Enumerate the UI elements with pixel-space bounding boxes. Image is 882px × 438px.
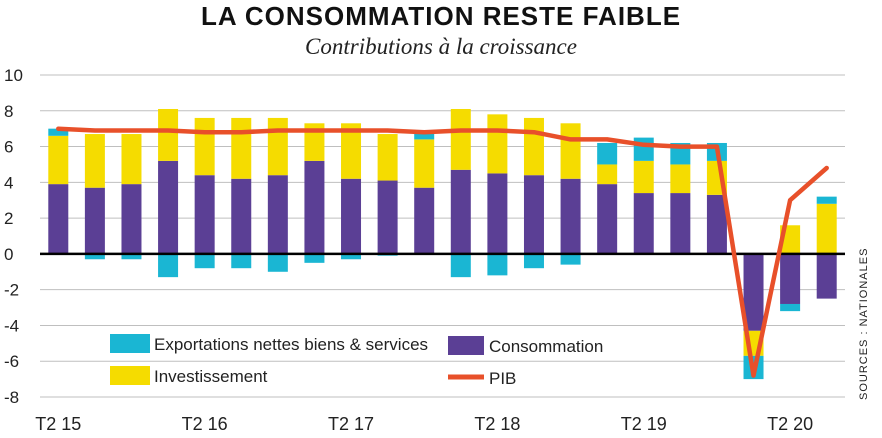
legend-swatch-investment — [110, 366, 150, 385]
legend-swatch-exports — [110, 334, 150, 353]
bar-exports — [560, 253, 581, 265]
bar-consumption — [487, 173, 508, 254]
bar-exports — [633, 137, 654, 161]
bar-exports — [341, 253, 362, 260]
bar-investment — [414, 139, 435, 188]
bars — [48, 108, 837, 380]
bar-investment — [121, 134, 142, 185]
legend-label-gdp: PIB — [489, 369, 516, 388]
bar-exports — [84, 253, 105, 260]
y-tick-label: -2 — [4, 281, 19, 300]
gdp-series-line — [56, 126, 829, 378]
bar-exports — [231, 253, 252, 269]
bar-exports — [48, 128, 69, 136]
bar-investment — [267, 117, 288, 176]
bar-consumption — [231, 178, 252, 254]
bar-exports — [487, 253, 508, 276]
bar-consumption — [450, 169, 471, 254]
y-tick-label: 8 — [4, 102, 13, 121]
bar-exports — [450, 253, 471, 278]
legend-label-exports: Exportations nettes biens & services — [154, 335, 428, 354]
bar-exports — [780, 303, 801, 312]
legend-label-investment: Investissement — [154, 367, 268, 386]
bar-exports — [121, 253, 142, 260]
bar-consumption — [341, 178, 362, 254]
x-axis: T2 15 T2 16 T2 17 T2 18 T2 19 T2 20 — [35, 414, 813, 434]
y-tick-label: 6 — [4, 138, 13, 157]
bar-investment — [377, 134, 398, 181]
y-tick-label: 4 — [4, 173, 13, 192]
bar-exports — [414, 130, 435, 140]
bar-consumption — [560, 178, 581, 254]
gdp-line — [56, 126, 829, 378]
bar-investment — [158, 108, 179, 161]
bar-exports — [597, 142, 618, 165]
y-tick-label: 0 — [4, 245, 13, 264]
bar-investment — [633, 160, 654, 194]
bar-exports — [194, 253, 215, 269]
x-tick-label: T2 19 — [621, 414, 667, 434]
bar-investment — [341, 123, 362, 179]
legend-label-consumption: Consommation — [489, 337, 603, 356]
x-tick-label: T2 18 — [474, 414, 520, 434]
bar-investment — [487, 114, 508, 174]
y-axis: 10 8 6 4 2 0 -2 -4 -6 -8 — [4, 66, 23, 407]
bar-exports — [304, 253, 325, 263]
bar-consumption — [84, 187, 105, 254]
bar-investment — [560, 123, 581, 179]
x-tick-label: T2 17 — [328, 414, 374, 434]
bar-investment — [597, 164, 618, 185]
bar-consumption — [743, 253, 764, 331]
x-tick-label: T2 20 — [767, 414, 813, 434]
bar-consumption — [304, 160, 325, 254]
bar-consumption — [597, 184, 618, 254]
bar-consumption — [194, 175, 215, 254]
bar-consumption — [267, 175, 288, 254]
bar-investment — [450, 108, 471, 170]
bar-exports — [267, 253, 288, 272]
y-tick-label: 2 — [4, 209, 13, 228]
bar-consumption — [121, 184, 142, 254]
bar-investment — [670, 164, 691, 194]
bar-consumption — [706, 194, 727, 254]
bar-investment — [194, 117, 215, 176]
bar-consumption — [377, 180, 398, 254]
bar-consumption — [414, 187, 435, 254]
bar-investment — [816, 203, 837, 254]
bar-consumption — [816, 253, 837, 299]
bar-investment — [48, 135, 69, 185]
x-tick-label: T2 15 — [35, 414, 81, 434]
bar-consumption — [523, 175, 544, 254]
y-tick-label: -4 — [4, 316, 19, 335]
chart-subtitle: Contributions à la croissance — [305, 34, 577, 59]
y-tick-label: -8 — [4, 388, 19, 407]
bar-investment — [84, 134, 105, 188]
legend: Exportations nettes biens & services Con… — [110, 334, 603, 388]
legend-swatch-consumption — [448, 336, 484, 355]
y-tick-label: 10 — [4, 66, 23, 85]
y-tick-label: -6 — [4, 352, 19, 371]
bar-consumption — [670, 193, 691, 254]
bar-investment — [523, 117, 544, 176]
bar-consumption — [158, 160, 179, 254]
chart-title: LA CONSOMMATION RESTE FAIBLE — [200, 1, 682, 31]
bar-exports — [523, 253, 544, 269]
bar-exports — [158, 253, 179, 278]
bar-investment — [231, 117, 252, 179]
bar-exports — [816, 196, 837, 204]
x-tick-label: T2 16 — [182, 414, 228, 434]
bar-consumption — [48, 184, 69, 254]
bar-consumption — [780, 253, 801, 304]
bar-consumption — [633, 193, 654, 254]
